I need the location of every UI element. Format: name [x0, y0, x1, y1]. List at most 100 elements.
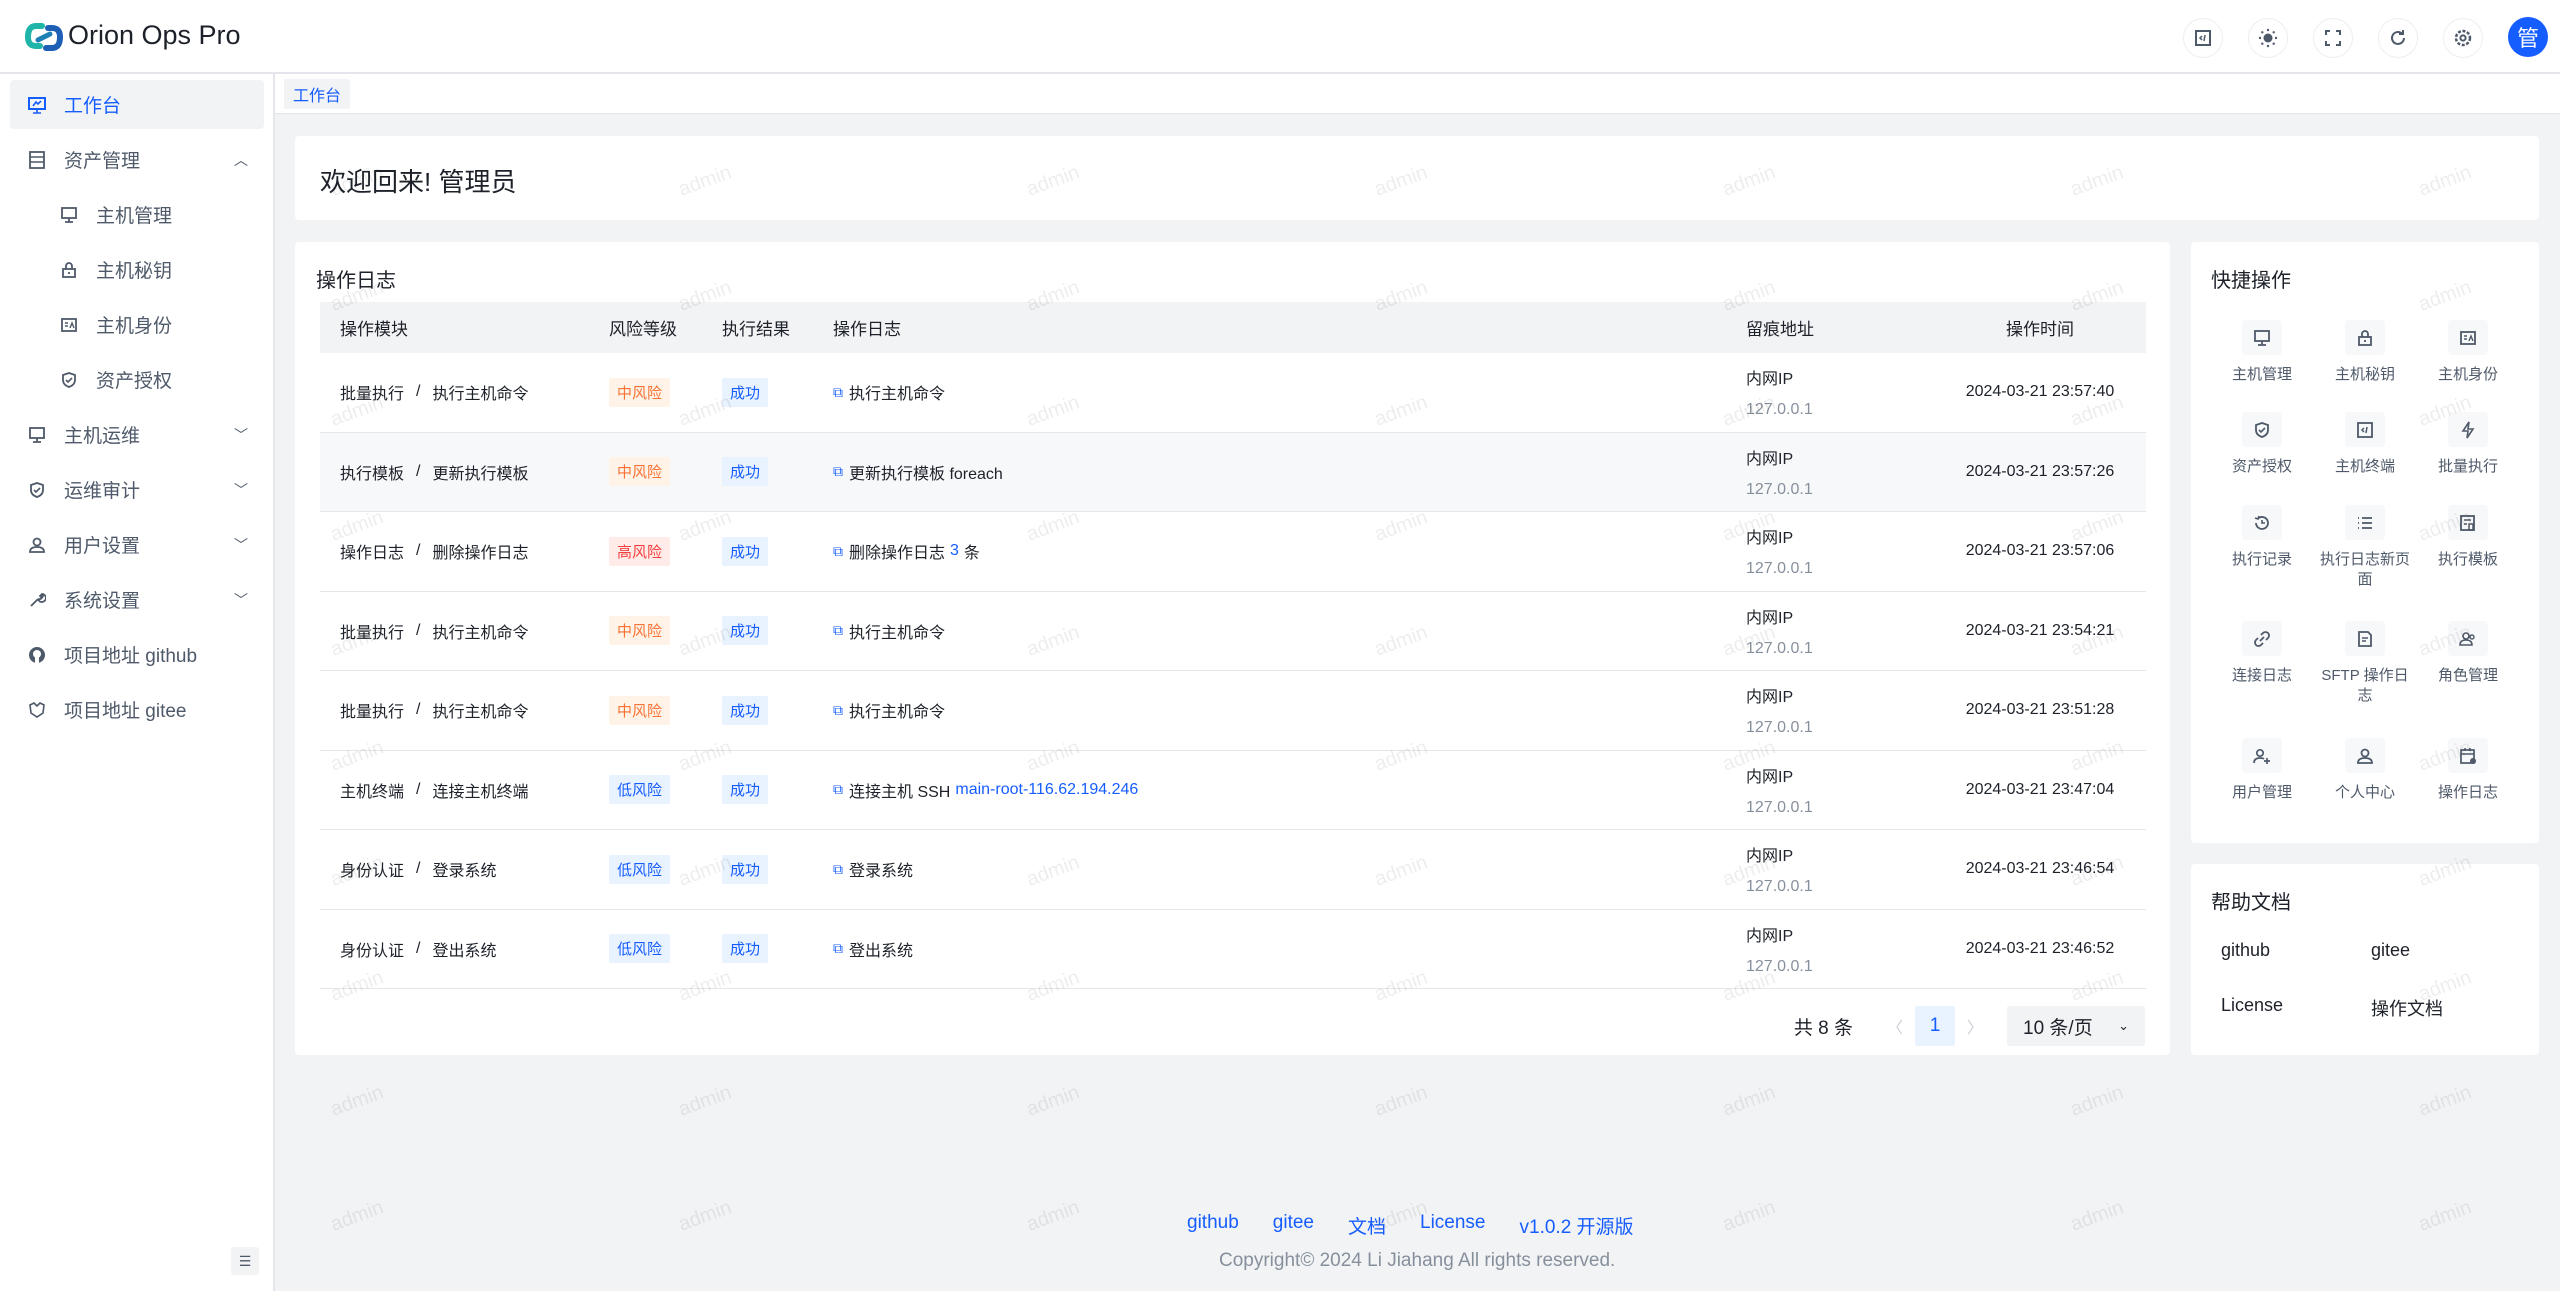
watermark: admin: [1719, 1196, 1779, 1236]
quick-action-9[interactable]: 执行模板: [2418, 505, 2518, 570]
quick-action-13[interactable]: 用户管理: [2212, 738, 2312, 803]
quick-action-15[interactable]: 操作日志: [2418, 738, 2518, 803]
table-header: 操作模块 风险等级 执行结果 操作日志 留痕地址 操作时间: [320, 302, 2146, 353]
page-1-button[interactable]: 1: [1915, 1006, 1955, 1046]
quick-action-8[interactable]: 执行日志新页面: [2315, 505, 2415, 590]
quick-action-6[interactable]: 批量执行: [2418, 412, 2518, 477]
module: 批量执行: [340, 624, 405, 642]
quick-action-label: 执行模板: [2437, 551, 2498, 568]
welcome-text: 欢迎回来! 管理员: [320, 167, 517, 197]
theme-toggle-button[interactable]: [2248, 18, 2288, 58]
result-badge: 成功: [722, 457, 769, 487]
settings-button[interactable]: [2443, 18, 2483, 58]
quick-action-label: 批量执行: [2437, 458, 2498, 475]
copy-icon[interactable]: ⧉: [833, 860, 843, 877]
quick-action-4[interactable]: 资产授权: [2212, 412, 2312, 477]
sidebar-item[interactable]: 运维审计 ﹀: [10, 465, 264, 514]
sidebar-item[interactable]: 主机管理: [10, 190, 264, 239]
copyright: Copyright© 2024 Li Jiahang All rights re…: [1219, 1250, 1616, 1271]
table-row: 执行模板 / 更新执行模板 中风险 成功 ⧉ 更新执行模板 foreach 内网IP 1…: [320, 432, 2146, 512]
quick-action-2[interactable]: 主机秘钥: [2315, 320, 2415, 385]
action: 删除操作日志: [432, 545, 529, 563]
copy-icon[interactable]: ⧉: [833, 940, 843, 957]
action: 登录系统: [432, 863, 497, 881]
log-text: 执行主机命令: [849, 624, 946, 642]
footer-link-gitee[interactable]: gitee: [1272, 1212, 1314, 1233]
next-page-button[interactable]: 〉: [1966, 1020, 1983, 1037]
watermark: admin: [2415, 1196, 2475, 1236]
settings-gear-icon: [2454, 29, 2472, 47]
operation-time: 2024-03-21 23:54:21: [1965, 621, 2115, 639]
lock-icon: [2345, 320, 2385, 355]
user-avatar[interactable]: 管: [2508, 17, 2548, 57]
sidebar-item[interactable]: 资产授权: [10, 355, 264, 404]
quick-action-label: 用户管理: [2231, 784, 2292, 801]
footer-link-github[interactable]: github: [1187, 1212, 1239, 1233]
copy-icon[interactable]: ⧉: [833, 701, 843, 718]
file-icon: [2345, 621, 2385, 656]
module-cell: 批量执行 / 执行主机命令: [340, 592, 528, 671]
quick-action-10[interactable]: 连接日志: [2212, 621, 2312, 686]
fullscreen-button[interactable]: [2313, 18, 2353, 58]
sidebar-item[interactable]: 系统设置 ﹀: [10, 575, 264, 624]
quick-action-14[interactable]: 个人中心: [2315, 738, 2415, 803]
log-text: 连接主机 SSH: [849, 783, 951, 801]
quick-action-5[interactable]: 主机终端: [2315, 412, 2415, 477]
risk-badge: 高风险: [609, 536, 671, 566]
sidebar-item[interactable]: 主机身份: [10, 300, 264, 349]
sidebar-item-label: 运维审计: [64, 481, 141, 502]
footer-link-version[interactable]: v1.0.2 开源版: [1519, 1217, 1634, 1238]
collapse-sidebar-button[interactable]: ☰: [231, 1247, 259, 1275]
page-size-select[interactable]: 10 条/页 ⌄: [2007, 1006, 2145, 1046]
table-row: 身份认证 / 登录系统 低风险 成功 ⧉ 登录系统 内网IP 127.0.0.1 202…: [320, 830, 2146, 910]
sidebar-item[interactable]: 工作台: [10, 80, 264, 129]
sidebar-item[interactable]: 主机运维 ﹀: [10, 410, 264, 459]
footer-link-docs[interactable]: 文档: [1347, 1217, 1386, 1238]
tab-workbench[interactable]: 工作台: [284, 79, 351, 109]
watermark: admin: [2067, 1081, 2127, 1121]
sidebar-item[interactable]: 用户设置 ﹀: [10, 520, 264, 569]
chevron-down-icon: ﹀: [234, 591, 248, 608]
copy-icon[interactable]: ⧉: [833, 383, 843, 400]
help-link-gitee[interactable]: gitee: [2371, 940, 2411, 960]
table-row: 主机终端 / 连接主机终端 低风险 成功 ⧉ 连接主机 SSH main-root-11…: [320, 751, 2146, 830]
table-row: 批量执行 / 执行主机命令 中风险 成功 ⧉ 执行主机命令 内网IP 127.0.0.1…: [320, 671, 2146, 751]
copy-icon[interactable]: ⧉: [833, 781, 843, 798]
help-link-docs[interactable]: 操作文档: [2371, 999, 2443, 1019]
lock-icon: [58, 259, 80, 281]
welcome-card: 欢迎回来! 管理员: [295, 136, 2539, 220]
operation-time: 2024-03-21 23:51:28: [1965, 701, 2115, 719]
watermark: admin: [327, 1196, 387, 1236]
copy-icon[interactable]: ⧉: [833, 542, 843, 559]
quick-action-label: 操作日志: [2437, 784, 2498, 801]
quick-action-12[interactable]: 角色管理: [2418, 621, 2518, 686]
quick-action-7[interactable]: 执行记录: [2212, 505, 2312, 570]
watermark: admin: [675, 1081, 735, 1121]
quick-action-1[interactable]: 主机管理: [2212, 320, 2312, 385]
ip-address: 127.0.0.1: [1746, 401, 1813, 419]
sidebar-item[interactable]: 项目地址 gitee: [10, 685, 264, 734]
refresh-button[interactable]: [2378, 18, 2418, 58]
copy-icon[interactable]: ⧉: [833, 622, 843, 639]
sidebar-item[interactable]: 项目地址 github: [10, 630, 264, 679]
shield-icon: [26, 479, 48, 501]
quick-action-11[interactable]: SFTP 操作日志: [2315, 621, 2415, 706]
watermark: admin: [1371, 1081, 1431, 1121]
ip-address: 127.0.0.1: [1746, 957, 1813, 975]
sidebar-item[interactable]: 主机秘钥: [10, 245, 264, 294]
sidebar-item-label: 系统设置: [64, 591, 141, 612]
footer-link-license[interactable]: License: [1420, 1212, 1486, 1233]
sidebar-item[interactable]: 资产管理 ︿: [10, 135, 264, 184]
risk-badge: 中风险: [609, 377, 671, 407]
prev-page-button[interactable]: 〈: [1886, 1020, 1903, 1037]
operation-time: 2024-03-21 23:57:26: [1965, 462, 2115, 480]
quick-action-3[interactable]: 主机身份: [2418, 320, 2518, 385]
copy-icon[interactable]: ⧉: [833, 463, 843, 480]
help-link-license[interactable]: License: [2221, 995, 2284, 1015]
code-terminal-button[interactable]: [2183, 18, 2223, 58]
quick-actions-card: 快捷操作 主机管理 主机秘钥 主机身份 资产授权 主机终端 批量执行 执行记录 执行日志新页面…: [2191, 242, 2539, 843]
help-link-github[interactable]: github: [2221, 940, 2271, 960]
operation-log-card: 操作日志 操作模块 风险等级 执行结果 操作日志 留痕地址 操作时间 批量执行 /…: [295, 242, 2170, 1055]
help-docs-card: 帮助文档 github gitee License 操作文档: [2191, 864, 2539, 1055]
operation-time: 2024-03-21 23:46:54: [1965, 860, 2115, 878]
